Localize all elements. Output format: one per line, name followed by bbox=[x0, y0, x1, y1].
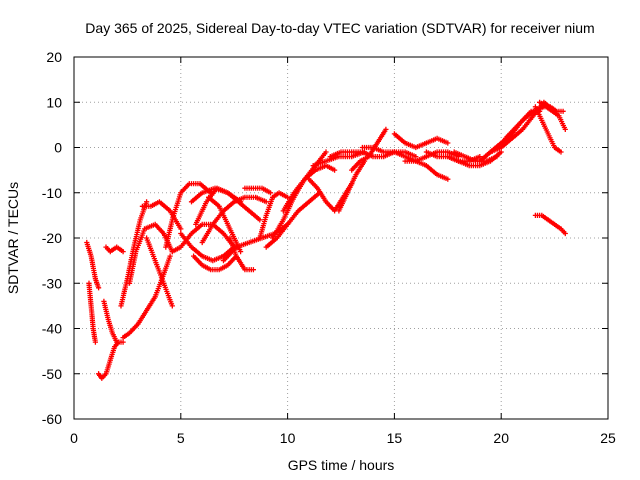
series-pass-18 bbox=[206, 194, 244, 255]
series-pass-40 bbox=[502, 108, 543, 141]
series-markers bbox=[191, 253, 239, 273]
y-tick-label: -20 bbox=[42, 230, 62, 246]
series-markers bbox=[86, 280, 98, 345]
series-pass-17 bbox=[199, 194, 269, 246]
series-pass-02 bbox=[86, 280, 98, 345]
x-tick-label: 10 bbox=[280, 430, 296, 446]
x-tick-label: 20 bbox=[493, 430, 509, 446]
series-pass-10 bbox=[144, 235, 175, 309]
grid-lines bbox=[74, 57, 608, 419]
series-markers bbox=[126, 221, 175, 286]
y-tick-label: 0 bbox=[54, 140, 62, 156]
series-pass-08 bbox=[126, 221, 175, 286]
x-tick-label: 15 bbox=[387, 430, 403, 446]
axis-ticks: 0 5 10 15 20 25 -60 -50 -40 -30 -20 -10 0 10 20 bbox=[42, 49, 616, 446]
y-tick-label: -40 bbox=[42, 321, 62, 337]
series-markers bbox=[532, 212, 568, 237]
series-pass-05 bbox=[103, 244, 126, 255]
series-markers bbox=[118, 199, 150, 309]
y-tick-label: -30 bbox=[42, 275, 62, 291]
series-markers bbox=[541, 104, 566, 114]
series-pass-28 bbox=[327, 149, 397, 160]
y-axis-label: SDTVAR / TECUs bbox=[5, 182, 21, 294]
series-markers bbox=[84, 239, 102, 291]
y-tick-label: 20 bbox=[46, 49, 62, 65]
series-pass-21 bbox=[242, 185, 274, 196]
series-markers bbox=[532, 104, 564, 155]
series-markers bbox=[144, 235, 175, 309]
series-markers bbox=[178, 230, 237, 264]
series-markers bbox=[310, 149, 368, 169]
series-pass-44 bbox=[532, 212, 568, 237]
series-markers bbox=[227, 235, 256, 273]
y-tick-label: -50 bbox=[42, 366, 62, 382]
series-pass-07 bbox=[118, 199, 150, 309]
data-series bbox=[84, 99, 568, 381]
series-pass-33 bbox=[391, 131, 451, 151]
series-pass-32 bbox=[391, 149, 451, 182]
series-pass-29 bbox=[336, 158, 368, 214]
series-pass-13 bbox=[178, 230, 237, 264]
x-tick-label: 5 bbox=[177, 430, 185, 446]
y-tick-label: 10 bbox=[46, 94, 62, 110]
series-markers bbox=[120, 253, 173, 341]
series-markers bbox=[336, 158, 368, 214]
series-markers bbox=[257, 190, 291, 241]
y-tick-label: -10 bbox=[42, 185, 62, 201]
series-pass-25 bbox=[280, 163, 338, 214]
chart-title: Day 365 of 2025, Sidereal Day-to-day VTE… bbox=[85, 20, 594, 36]
series-pass-11 bbox=[163, 181, 214, 250]
series-markers bbox=[402, 149, 462, 164]
series-markers bbox=[96, 339, 126, 381]
x-tick-label: 25 bbox=[600, 430, 616, 446]
series-pass-23 bbox=[263, 190, 323, 250]
series-markers bbox=[391, 131, 451, 151]
series-markers bbox=[139, 199, 184, 232]
series-markers bbox=[280, 163, 338, 214]
series-markers bbox=[163, 181, 214, 250]
series-pass-15 bbox=[191, 253, 239, 273]
series-pass-19 bbox=[227, 235, 256, 273]
x-tick-label: 0 bbox=[70, 430, 78, 446]
series-markers bbox=[263, 190, 323, 250]
series-pass-22 bbox=[257, 190, 291, 241]
series-pass-41 bbox=[532, 104, 564, 155]
series-pass-04 bbox=[101, 298, 120, 345]
series-markers bbox=[101, 298, 120, 345]
series-markers bbox=[242, 185, 274, 196]
y-tick-label: -60 bbox=[42, 411, 62, 427]
series-pass-06 bbox=[120, 253, 173, 341]
series-markers bbox=[327, 149, 397, 160]
series-markers bbox=[199, 194, 269, 246]
series-pass-03 bbox=[96, 339, 126, 381]
series-pass-30 bbox=[349, 126, 389, 173]
series-markers bbox=[391, 149, 451, 182]
x-axis-label: GPS time / hours bbox=[288, 457, 395, 473]
series-markers bbox=[103, 244, 126, 255]
series-pass-27 bbox=[310, 149, 368, 169]
series-pass-01 bbox=[84, 239, 102, 291]
series-pass-43 bbox=[541, 104, 566, 114]
